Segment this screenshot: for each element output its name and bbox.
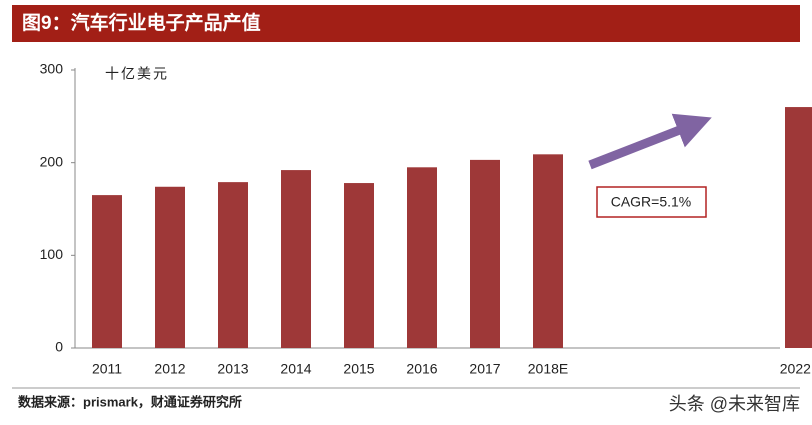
x-tick-label: 2011 bbox=[92, 361, 122, 377]
bar bbox=[344, 183, 374, 348]
trend-arrow bbox=[588, 113, 712, 170]
source: 数据来源：prismark，财通证券研究所 bbox=[18, 394, 242, 409]
x-tick-label: 2022E bbox=[780, 361, 812, 377]
x-tick-label: 2017 bbox=[469, 361, 500, 377]
title-bar bbox=[12, 5, 800, 42]
x-tick-label: 2018E bbox=[528, 361, 568, 377]
y-tick-label: 200 bbox=[40, 153, 64, 169]
bar bbox=[218, 182, 248, 348]
y-tick-label: 100 bbox=[40, 246, 64, 262]
annotation: CAGR=5.1% bbox=[611, 194, 692, 210]
x-tick-label: 2014 bbox=[280, 361, 311, 377]
annotation-box bbox=[596, 186, 707, 218]
x-tick-label: 2015 bbox=[343, 361, 374, 377]
bar bbox=[533, 154, 563, 348]
x-tick-label: 2012 bbox=[154, 361, 185, 377]
bar bbox=[785, 107, 812, 348]
bar bbox=[407, 167, 437, 348]
bar bbox=[281, 170, 311, 348]
x-tick-label: 2016 bbox=[406, 361, 437, 377]
bar bbox=[155, 186, 185, 348]
y-tick-label: 300 bbox=[40, 61, 64, 77]
unit-label: 十亿美元 bbox=[105, 66, 169, 82]
x-tick-label: 2013 bbox=[217, 361, 248, 377]
chart-title: 图9：汽车行业电子产品产值 bbox=[22, 11, 261, 34]
bar bbox=[470, 159, 500, 348]
watermark: 头条 @未来智库 bbox=[669, 394, 800, 414]
bar bbox=[92, 195, 122, 348]
y-tick-label: 0 bbox=[55, 339, 63, 355]
